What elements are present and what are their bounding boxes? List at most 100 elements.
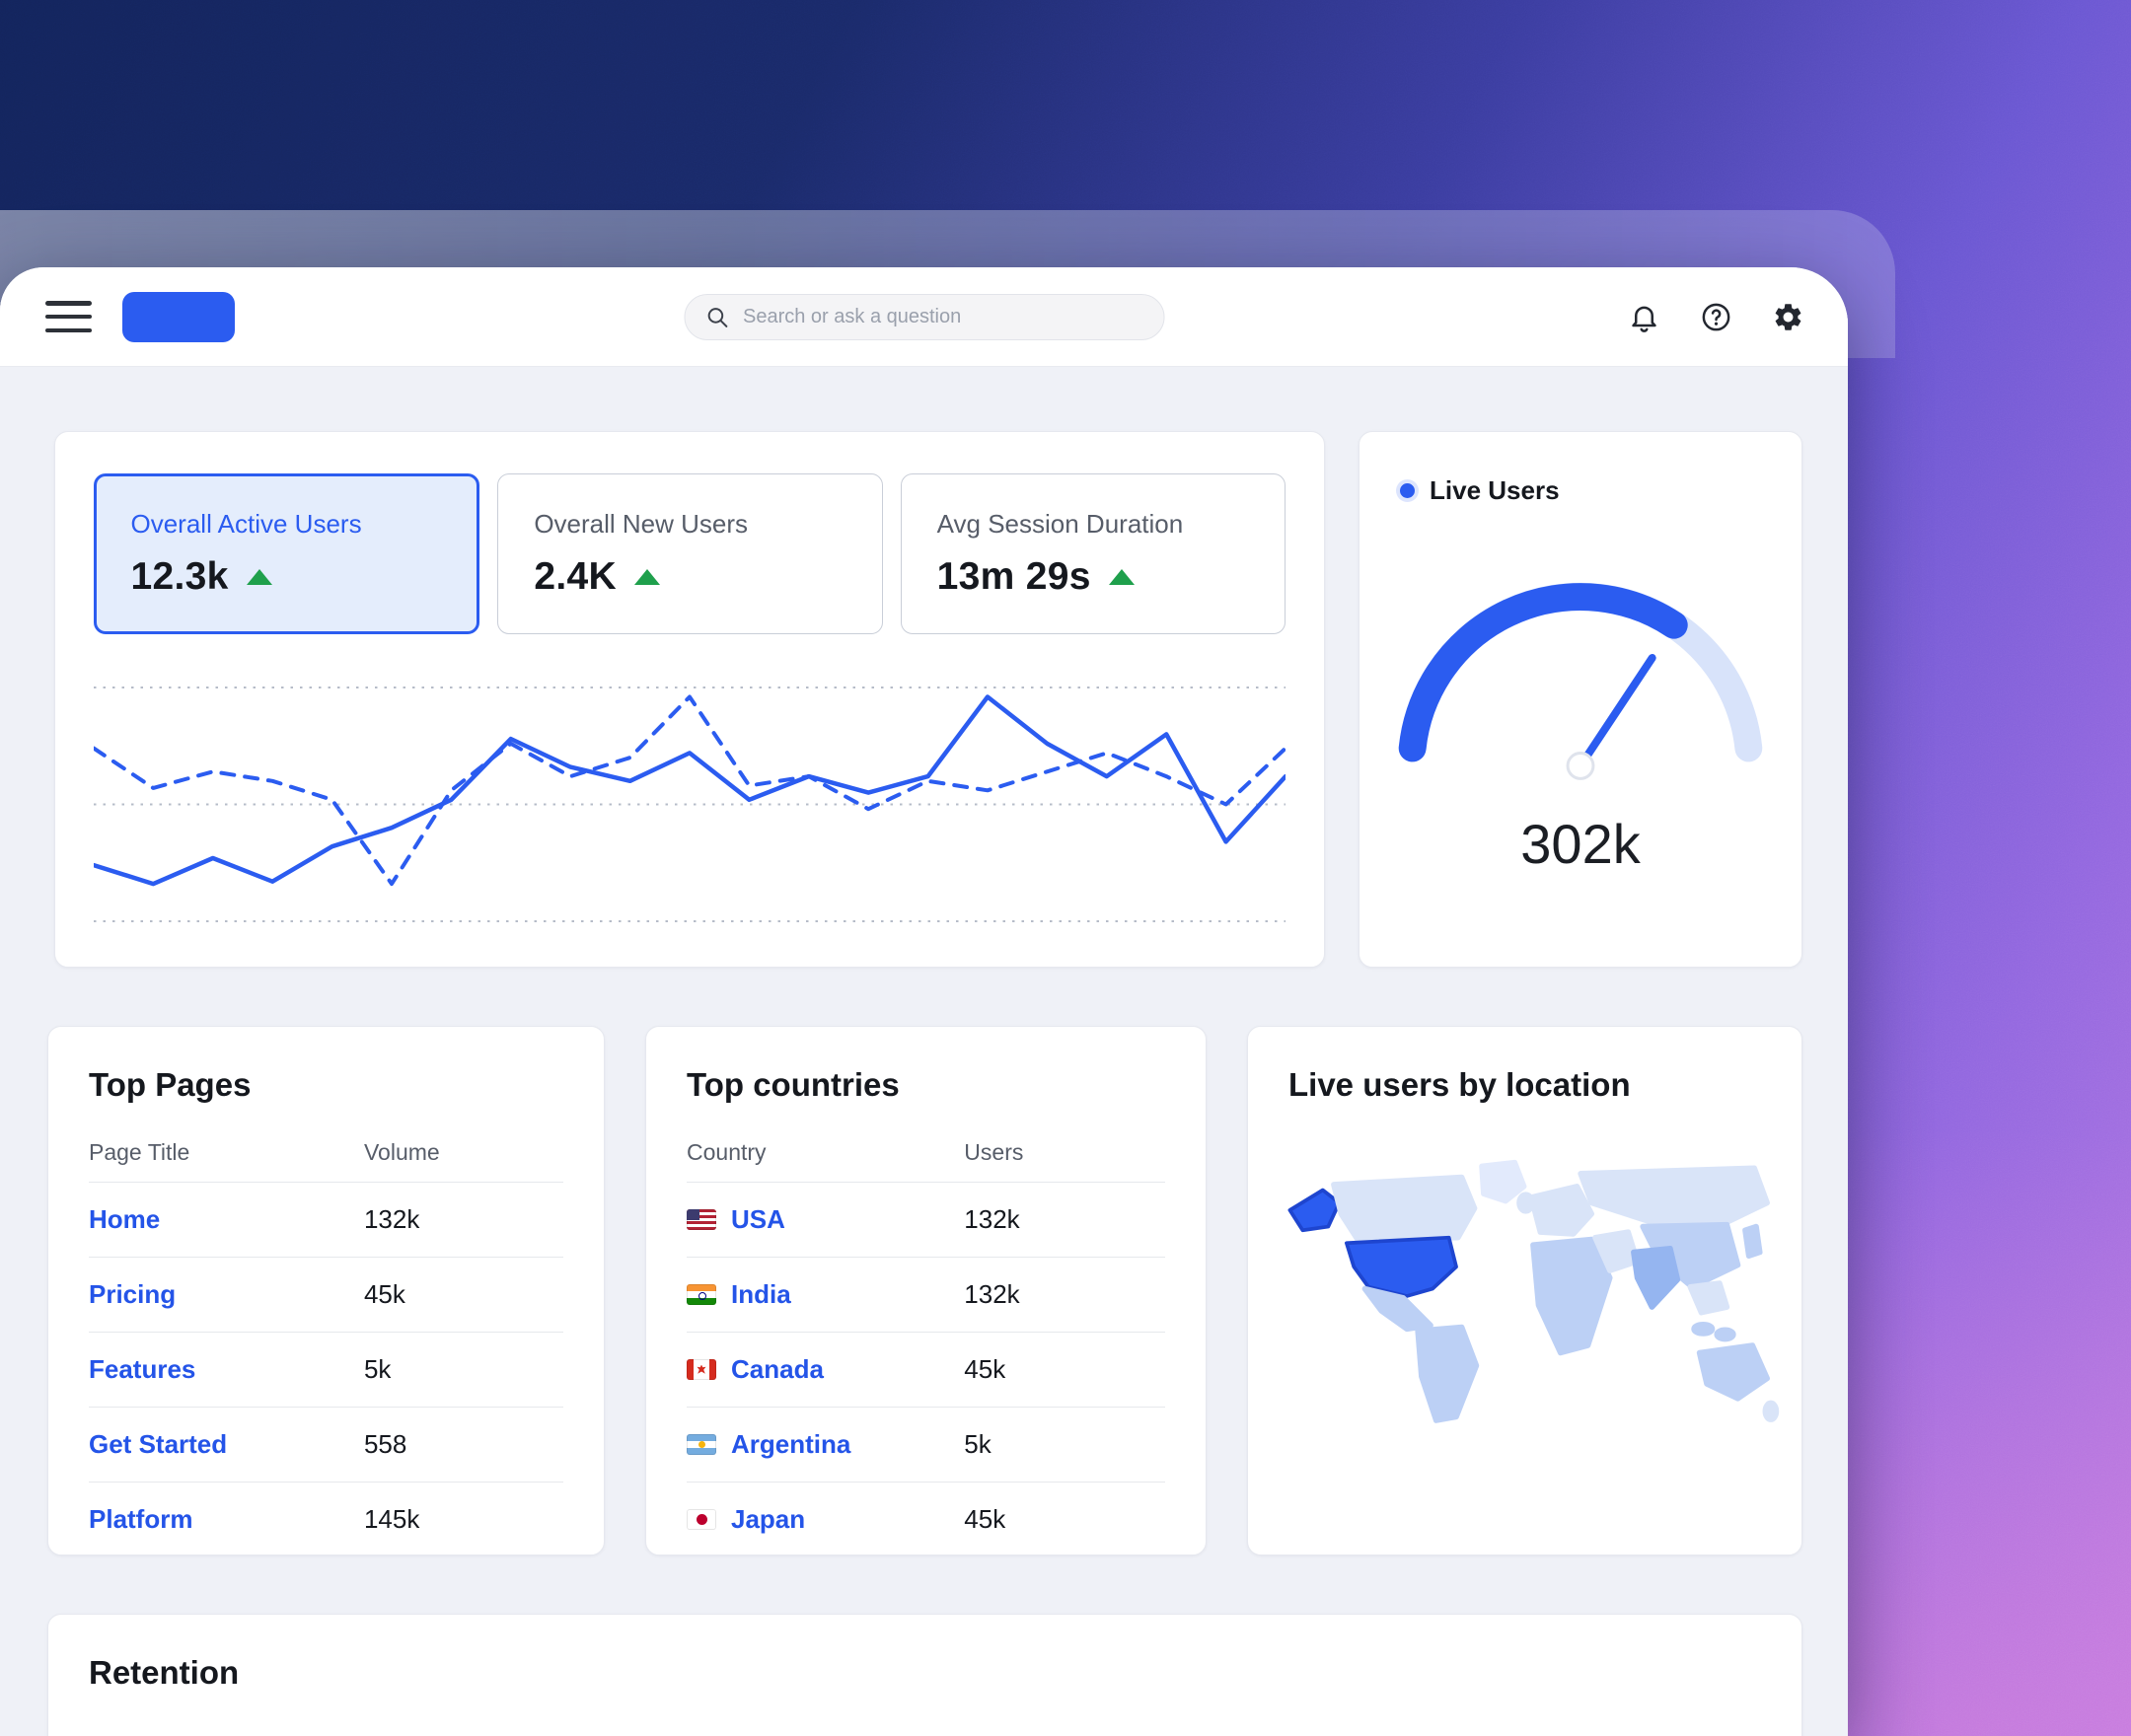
- legend-dot-icon: [1400, 483, 1415, 498]
- metric-label: Overall Active Users: [130, 509, 362, 539]
- map-region-uk: [1516, 1192, 1535, 1214]
- table-row: Argentina 5k: [687, 1407, 1165, 1482]
- table-row: Get Started 558: [89, 1407, 563, 1482]
- map-card: Live users by location: [1247, 1026, 1802, 1555]
- country-link[interactable]: Japan: [731, 1504, 806, 1534]
- country-link[interactable]: India: [731, 1279, 791, 1309]
- column-header: Page Title: [89, 1139, 190, 1165]
- table-row: Features 5k: [89, 1332, 563, 1407]
- gauge-fill: [1398, 583, 1688, 762]
- top-countries-card: Top countries Country Users USA 132k: [645, 1026, 1207, 1555]
- table-header: Page Title Volume: [89, 1131, 563, 1182]
- header-actions: [1628, 267, 1804, 366]
- comparison-series-line: [94, 694, 1286, 887]
- page-link[interactable]: Home: [89, 1204, 161, 1234]
- gear-icon: [1775, 303, 1801, 330]
- column-header: Country: [687, 1139, 767, 1165]
- settings-button[interactable]: [1772, 301, 1804, 333]
- search-bar: [684, 294, 1164, 340]
- page-link[interactable]: Pricing: [89, 1279, 177, 1309]
- page-volume: 45k: [363, 1279, 405, 1309]
- country-users: 45k: [964, 1504, 1006, 1534]
- map-region-usa: [1344, 1235, 1458, 1298]
- page-volume: 558: [363, 1429, 407, 1459]
- page-link[interactable]: Features: [89, 1354, 196, 1384]
- country-link[interactable]: Canada: [731, 1354, 824, 1384]
- country-link[interactable]: USA: [731, 1204, 785, 1234]
- app-window: Overall Active Users 12.3k Overall New U…: [0, 267, 1848, 1736]
- trend-up-icon: [1108, 569, 1135, 585]
- map-region-russia: [1578, 1165, 1770, 1230]
- table-row: Pricing 45k: [89, 1257, 563, 1332]
- search-input[interactable]: [743, 306, 1143, 328]
- map-region-indonesia: [1714, 1327, 1736, 1342]
- table-row: USA 132k: [687, 1182, 1165, 1257]
- legend-label: Live Users: [1430, 475, 1560, 505]
- usa-flag-icon: [687, 1209, 716, 1230]
- country-users: 5k: [964, 1429, 992, 1459]
- help-button[interactable]: [1700, 301, 1732, 333]
- country-users: 132k: [964, 1204, 1020, 1234]
- map-region-japan: [1742, 1223, 1763, 1260]
- metric-value: 13m 29s: [936, 555, 1091, 598]
- trend-up-icon: [633, 569, 660, 585]
- column-header: Users: [964, 1139, 1024, 1165]
- map-region-europe: [1528, 1184, 1595, 1237]
- metric-label: Avg Session Duration: [936, 509, 1184, 539]
- notifications-button[interactable]: [1628, 301, 1660, 333]
- menu-button[interactable]: [45, 298, 92, 335]
- page-volume: 145k: [363, 1504, 420, 1534]
- live-users-card: Live Users 302k: [1359, 431, 1802, 968]
- brand-logo[interactable]: [122, 292, 235, 342]
- app-header: [0, 267, 1848, 366]
- card-title: Top countries: [687, 1066, 900, 1103]
- table-header: Country Users: [687, 1131, 1165, 1182]
- top-pages-table: Page Title Volume Home 132k Pricing 45k …: [89, 1131, 563, 1556]
- gauge-track: [1398, 582, 1763, 762]
- card-title: Top Pages: [89, 1066, 252, 1103]
- country-users: 132k: [964, 1279, 1020, 1309]
- metric-tile-active-users[interactable]: Overall Active Users 12.3k: [94, 473, 480, 634]
- map-region-canada: [1331, 1174, 1478, 1243]
- map-region-indonesia: [1691, 1321, 1716, 1337]
- page-link[interactable]: Get Started: [89, 1429, 228, 1459]
- map-region-south-america: [1415, 1324, 1480, 1423]
- page-link[interactable]: Platform: [89, 1504, 193, 1534]
- map-region-africa: [1530, 1236, 1613, 1356]
- table-row: India 132k: [687, 1257, 1165, 1332]
- card-title: Live users by location: [1288, 1066, 1631, 1103]
- gauge-pivot: [1566, 751, 1595, 780]
- bell-icon: [1632, 306, 1656, 332]
- menu-icon-bar: [45, 301, 92, 306]
- metric-value: 12.3k: [130, 555, 229, 598]
- table-row: Home 132k: [89, 1182, 563, 1257]
- metric-tile-new-users[interactable]: Overall New Users 2.4K: [497, 473, 883, 634]
- metric-tile-session-duration[interactable]: Avg Session Duration 13m 29s: [900, 473, 1286, 634]
- gauge: [1398, 582, 1763, 780]
- canada-flag-icon: [687, 1359, 716, 1380]
- live-users-value: 302k: [1520, 813, 1641, 875]
- map-region-india: [1631, 1246, 1681, 1310]
- map-region-mexico: [1361, 1285, 1433, 1333]
- search-icon: [707, 308, 727, 327]
- table-row: Canada 45k: [687, 1332, 1165, 1407]
- map-region-southeast-asia: [1687, 1280, 1730, 1316]
- menu-icon-bar: [45, 327, 92, 332]
- overview-card: Overall Active Users 12.3k Overall New U…: [54, 431, 1325, 968]
- menu-icon-bar: [45, 314, 92, 320]
- table-row: Japan 45k: [687, 1482, 1165, 1556]
- country-link[interactable]: Argentina: [731, 1429, 851, 1459]
- world-map: [1287, 1159, 1780, 1423]
- india-flag-icon: [687, 1284, 716, 1305]
- map-region-new-zealand: [1762, 1400, 1780, 1422]
- column-header: Volume: [363, 1139, 440, 1165]
- page-volume: 5k: [363, 1354, 392, 1384]
- gauge-needle: [1577, 654, 1656, 770]
- page-volume: 132k: [363, 1204, 420, 1234]
- argentina-flag-icon: [687, 1434, 716, 1455]
- live-users-legend: Live Users: [1400, 475, 1560, 506]
- retention-card: Retention: [47, 1614, 1802, 1736]
- active-users-series-line: [94, 694, 1286, 887]
- trend-chart: [94, 682, 1286, 927]
- map-region-alaska: [1287, 1188, 1342, 1233]
